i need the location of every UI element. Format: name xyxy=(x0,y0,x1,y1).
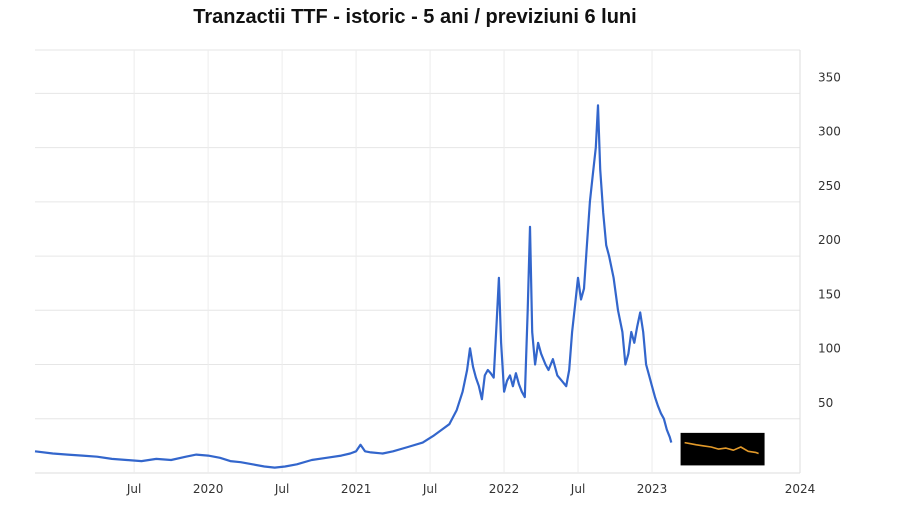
y-tick-label: 150 xyxy=(818,287,841,301)
x-tick-label: Jul xyxy=(570,482,585,496)
y-tick-label: 250 xyxy=(818,179,841,193)
x-tick-label: 2024 xyxy=(785,482,816,496)
x-tick-label: 2023 xyxy=(637,482,668,496)
vertical-gridlines xyxy=(133,50,801,473)
series-line-history xyxy=(34,104,673,469)
y-tick-label: 200 xyxy=(818,233,841,247)
x-axis: Jul 2020 Jul 2021 Jul 2022 Jul 2023 2024 xyxy=(126,482,815,496)
y-tick-label: 300 xyxy=(818,125,841,139)
series-line-forecast xyxy=(684,441,759,455)
x-tick-label: 2021 xyxy=(341,482,372,496)
x-tick-label: 2022 xyxy=(489,482,520,496)
chart-title: Tranzactii TTF - istoric - 5 ani / previ… xyxy=(193,6,637,28)
x-tick-label: Jul xyxy=(274,482,289,496)
x-tick-label: Jul xyxy=(422,482,437,496)
y-tick-label: 350 xyxy=(818,70,841,84)
horizontal-gridlines xyxy=(35,49,800,474)
y-tick-label: 50 xyxy=(818,396,833,410)
y-tick-label: 100 xyxy=(818,342,841,356)
x-tick-label: Jul xyxy=(126,482,141,496)
series-layer xyxy=(34,104,759,469)
y-axis: 50 100 150 200 250 300 350 xyxy=(818,70,841,409)
x-tick-label: 2020 xyxy=(193,482,224,496)
